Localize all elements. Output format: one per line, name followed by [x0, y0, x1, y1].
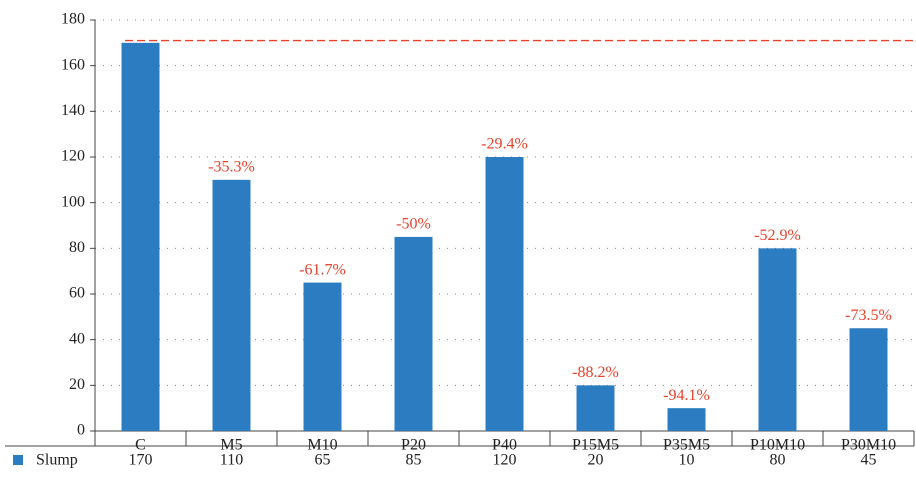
- table-value: 120: [493, 452, 517, 469]
- legend-swatch: [13, 455, 23, 465]
- bar: [394, 236, 433, 431]
- y-tick-label: 180: [61, 11, 85, 28]
- legend-label: Slump: [36, 452, 78, 469]
- bar: [212, 179, 251, 431]
- table-value: 45: [861, 452, 877, 469]
- y-tick-label: 100: [61, 193, 85, 210]
- change-label: -61.7%: [299, 261, 346, 278]
- bar: [849, 328, 888, 431]
- change-label: -35.3%: [208, 159, 255, 176]
- change-label: -94.1%: [663, 387, 710, 404]
- x-tick-label: P10M10: [750, 437, 805, 454]
- bar: [667, 408, 706, 431]
- bar: [121, 42, 160, 431]
- table-value: 80: [770, 452, 786, 469]
- table-value: 65: [315, 452, 331, 469]
- y-tick-label: 80: [69, 239, 85, 256]
- change-label: -29.4%: [481, 136, 528, 153]
- x-tick-label: M10: [307, 437, 337, 454]
- bar: [758, 248, 797, 431]
- x-tick-label: M5: [220, 437, 242, 454]
- table-value: 10: [679, 452, 695, 469]
- y-tick-label: 0: [77, 422, 85, 439]
- x-tick-label: P20: [401, 437, 426, 454]
- table-value: 85: [406, 452, 422, 469]
- y-tick-label: 120: [61, 148, 85, 165]
- table-value: 170: [129, 452, 153, 469]
- y-tick-label: 60: [69, 285, 85, 302]
- bar: [303, 282, 342, 431]
- table-value: 110: [220, 452, 243, 469]
- bar: [485, 157, 524, 431]
- y-tick-label: 20: [69, 376, 85, 393]
- x-tick-label: C: [135, 437, 146, 454]
- change-label: -73.5%: [845, 307, 892, 324]
- x-tick-label: P15M5: [572, 437, 619, 454]
- change-label: -52.9%: [754, 227, 801, 244]
- x-tick-label: P40: [492, 437, 517, 454]
- y-tick-label: 140: [61, 102, 85, 119]
- table-value: 20: [588, 452, 604, 469]
- x-tick-label: P30M10: [841, 437, 896, 454]
- x-tick-label: P35M5: [663, 437, 710, 454]
- y-tick-label: 40: [69, 330, 85, 347]
- y-tick-label: 160: [61, 56, 85, 73]
- change-label: -50%: [396, 216, 431, 233]
- bar: [576, 385, 615, 431]
- change-label: -88.2%: [572, 364, 619, 381]
